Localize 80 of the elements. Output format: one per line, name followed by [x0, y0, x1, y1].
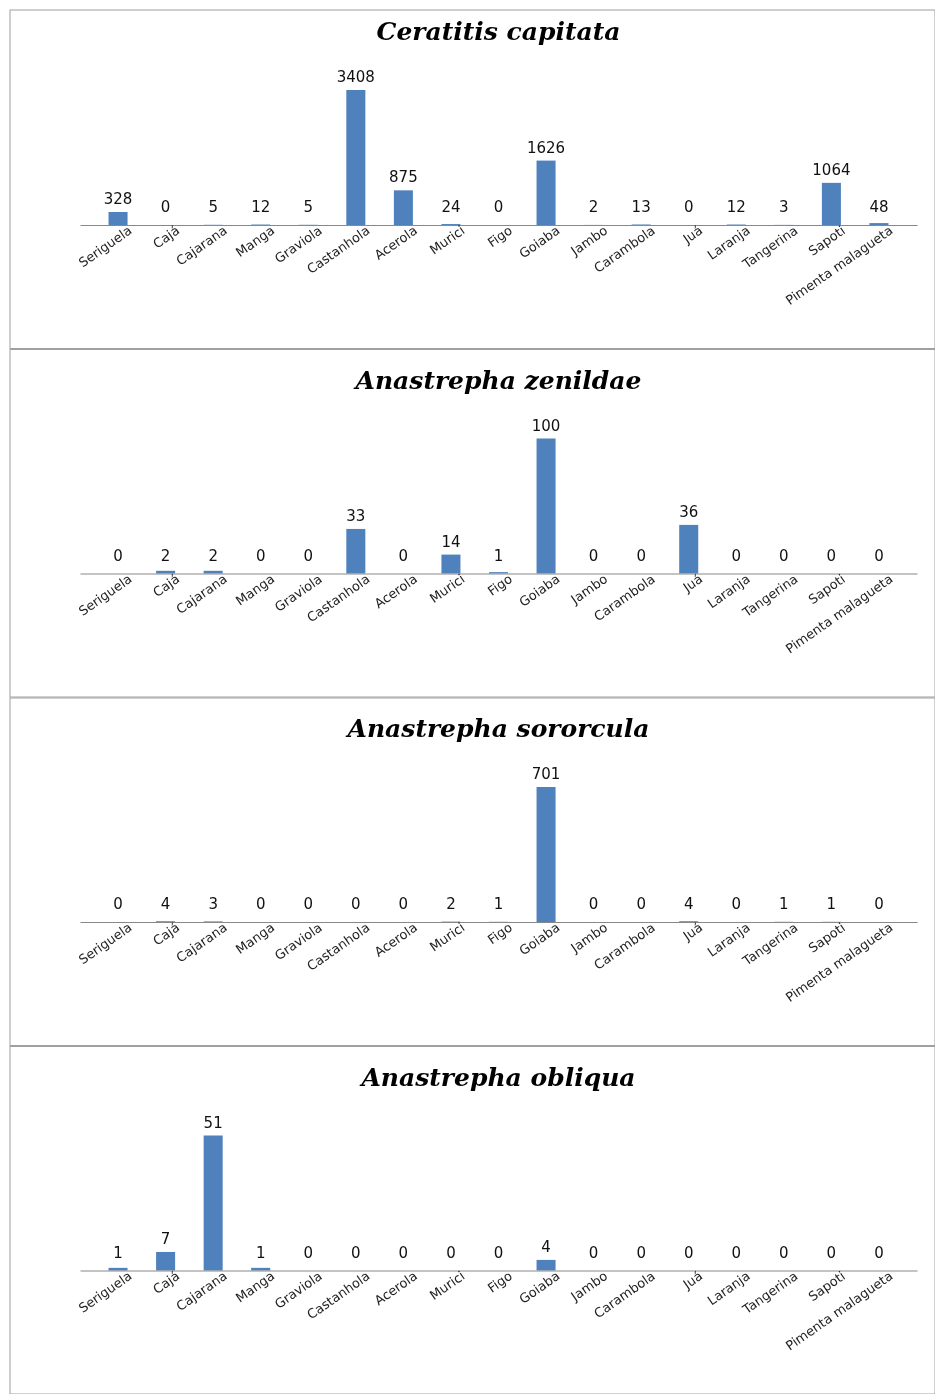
chart-title: Anastrepha zenildae	[353, 365, 642, 395]
data-label: 2	[446, 895, 456, 913]
data-label: 5	[208, 198, 218, 216]
data-label: 12	[251, 198, 271, 216]
data-label: 0	[731, 546, 742, 565]
data-label: 0	[398, 1243, 409, 1262]
data-label: 0	[398, 895, 409, 913]
data-label: 1626	[526, 138, 566, 157]
data-label: 0	[874, 1243, 884, 1262]
data-label: 1	[493, 895, 504, 913]
data-label: 328	[103, 190, 133, 209]
data-label: 1	[493, 546, 504, 565]
data-label: 0	[398, 546, 409, 565]
data-label: 0	[351, 1243, 361, 1262]
data-label: 1	[826, 895, 837, 913]
data-label: 48	[869, 198, 889, 216]
data-label: 0	[683, 1243, 694, 1262]
data-label: 0	[588, 895, 599, 913]
data-label: 0	[303, 895, 314, 913]
x-tick-label: Juá	[679, 919, 706, 945]
data-label: 1064	[812, 160, 851, 179]
data-label: 0	[113, 546, 123, 565]
chart-title: Anastrepha obliqua	[359, 1062, 636, 1092]
data-label: 0	[160, 198, 171, 216]
data-label: 0	[874, 546, 884, 565]
x-tick-label: Figo	[484, 1268, 516, 1296]
data-label: 0	[493, 1243, 504, 1262]
data-label: 0	[446, 1243, 456, 1262]
x-tick-label: Figo	[484, 571, 516, 599]
data-label: 2	[160, 546, 171, 565]
x-tick-label: Juá	[679, 571, 706, 596]
data-label: 0	[303, 546, 314, 565]
data-label: 0	[493, 198, 504, 216]
data-label: 7	[160, 1229, 171, 1248]
data-label: 4	[541, 1237, 551, 1256]
data-label: 0	[351, 895, 361, 913]
data-label: 3	[779, 198, 789, 216]
x-tick-label: Figo	[484, 222, 516, 251]
data-label: 0	[731, 895, 742, 913]
data-label: 0	[113, 895, 123, 913]
data-label: 4	[683, 895, 694, 913]
data-label: 0	[588, 1243, 599, 1262]
x-tick-label: Juá	[679, 222, 706, 248]
data-label: 0	[826, 546, 837, 565]
data-label: 51	[203, 1113, 223, 1132]
data-label: 1	[113, 1243, 123, 1262]
data-label: 100	[531, 416, 561, 435]
x-tick-label: Juá	[679, 1268, 706, 1293]
x-tick-label: Figo	[484, 919, 516, 948]
data-label: 0	[731, 1243, 742, 1262]
data-label: 875	[389, 168, 418, 187]
data-label: 0	[826, 1243, 837, 1262]
data-label: 0	[779, 546, 789, 565]
data-label: 2	[208, 546, 218, 565]
data-label: 0	[779, 1243, 789, 1262]
data-label: 0	[303, 1243, 314, 1262]
chart-title: Anastrepha sororcula	[345, 714, 650, 743]
data-label: 12	[726, 198, 746, 216]
data-label: 14	[441, 532, 461, 551]
data-label: 0	[874, 895, 884, 913]
data-label: 0	[255, 895, 266, 913]
data-label: 0	[636, 1243, 646, 1262]
data-label: 33	[346, 506, 366, 525]
data-label: 2	[588, 198, 599, 216]
data-label: 1	[779, 895, 789, 913]
data-label: 0	[683, 198, 694, 216]
data-label: 13	[631, 198, 651, 216]
data-label: 0	[636, 895, 646, 913]
data-label: 36	[679, 502, 699, 521]
data-label: 0	[636, 546, 646, 565]
data-label: 3408	[336, 68, 375, 86]
data-label: 3	[208, 895, 218, 913]
data-label: 0	[588, 546, 599, 565]
data-label: 0	[255, 546, 266, 565]
chart-title: Ceratitis capitata	[376, 17, 621, 46]
data-label: 1	[255, 1243, 266, 1262]
data-label: 4	[160, 895, 171, 913]
data-label: 701	[531, 765, 561, 783]
data-label: 5	[303, 198, 314, 216]
data-label: 24	[441, 198, 461, 216]
